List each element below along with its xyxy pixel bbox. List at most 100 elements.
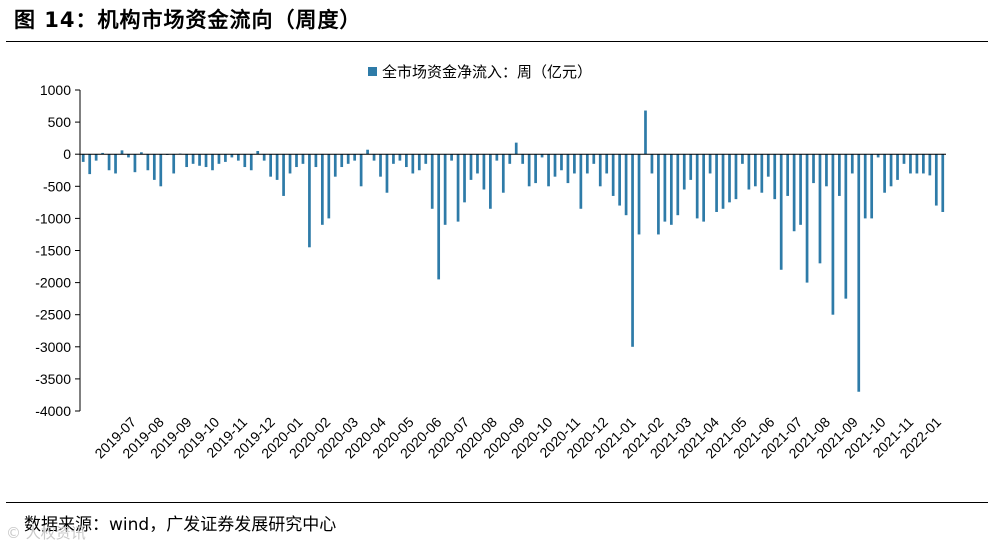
bar bbox=[598, 154, 602, 187]
bar bbox=[663, 154, 667, 222]
bar bbox=[424, 154, 428, 164]
top-rule bbox=[6, 41, 988, 42]
bar bbox=[476, 154, 479, 174]
bar bbox=[922, 154, 925, 174]
bar bbox=[81, 154, 85, 162]
bar bbox=[127, 154, 130, 158]
bottom-rule bbox=[6, 502, 988, 503]
bar bbox=[934, 154, 938, 206]
bar bbox=[579, 154, 583, 209]
bar bbox=[275, 154, 279, 180]
bar bbox=[702, 154, 705, 222]
bar bbox=[611, 154, 615, 196]
bar bbox=[624, 154, 628, 216]
y-tick-label: -2500 bbox=[35, 307, 71, 323]
watermark: © 人权资讯 bbox=[6, 524, 86, 542]
bar bbox=[876, 154, 880, 158]
bar bbox=[430, 154, 434, 209]
bar bbox=[728, 154, 731, 203]
bar bbox=[779, 154, 783, 270]
bar bbox=[405, 154, 408, 168]
bar bbox=[236, 154, 240, 161]
bar bbox=[870, 154, 874, 219]
bar bbox=[191, 154, 195, 164]
bar bbox=[753, 154, 757, 187]
bar bbox=[637, 154, 641, 235]
bar bbox=[489, 154, 492, 209]
y-tick-label: -3000 bbox=[35, 339, 71, 355]
bar bbox=[838, 154, 841, 196]
bar bbox=[747, 154, 751, 190]
bar bbox=[333, 154, 337, 177]
bar bbox=[217, 154, 221, 164]
bar bbox=[760, 154, 764, 193]
bar bbox=[585, 154, 589, 174]
bar bbox=[114, 154, 117, 174]
bar bbox=[553, 154, 557, 177]
bar bbox=[508, 154, 512, 164]
bar bbox=[889, 154, 893, 187]
bar bbox=[120, 150, 124, 155]
bar bbox=[812, 154, 815, 184]
bar bbox=[159, 154, 163, 187]
bar bbox=[708, 154, 712, 174]
bar bbox=[450, 154, 453, 161]
bar bbox=[295, 154, 298, 168]
bar bbox=[844, 154, 848, 299]
bar bbox=[896, 154, 899, 180]
bar bbox=[456, 154, 460, 222]
bar bbox=[534, 154, 537, 184]
legend-label: 全市场资金净流入：周（亿元） bbox=[382, 63, 592, 81]
bar bbox=[734, 154, 738, 200]
bar bbox=[792, 154, 796, 232]
bar bbox=[327, 154, 331, 219]
bar bbox=[398, 154, 402, 161]
y-tick-label: -500 bbox=[43, 178, 71, 194]
bar bbox=[372, 154, 376, 161]
bar bbox=[385, 154, 389, 193]
bar bbox=[185, 154, 188, 168]
bar bbox=[152, 154, 156, 180]
bar bbox=[366, 149, 369, 155]
bar bbox=[314, 154, 318, 168]
bar bbox=[140, 152, 143, 155]
bar bbox=[786, 154, 790, 196]
bar bbox=[198, 154, 201, 166]
bar bbox=[818, 154, 822, 264]
bar bbox=[443, 154, 447, 225]
y-tick-label: -1000 bbox=[35, 210, 71, 226]
bar bbox=[941, 154, 945, 212]
bar bbox=[256, 150, 260, 155]
bar bbox=[605, 154, 609, 174]
bar bbox=[262, 154, 266, 161]
bar bbox=[495, 154, 499, 161]
bar bbox=[657, 154, 660, 235]
bar bbox=[766, 154, 770, 177]
y-tick-label: 0 bbox=[63, 146, 71, 162]
bar bbox=[676, 154, 680, 216]
bar bbox=[669, 154, 673, 225]
bar bbox=[288, 154, 292, 174]
bar bbox=[527, 154, 531, 187]
bar bbox=[566, 154, 570, 184]
bar bbox=[618, 154, 621, 206]
bar bbox=[269, 154, 272, 177]
bar bbox=[243, 154, 247, 168]
bar bbox=[514, 142, 518, 155]
net-inflow-bar-chart: 全市场资金净流入：周（亿元） 1000 500 0 -500 -1000 -1500 -20… bbox=[35, 63, 946, 461]
bar bbox=[689, 154, 693, 180]
bar bbox=[857, 154, 861, 392]
y-tick-label: -4000 bbox=[35, 403, 71, 419]
bar bbox=[592, 154, 596, 164]
bar bbox=[88, 154, 92, 175]
bar bbox=[682, 154, 686, 190]
bar bbox=[359, 154, 363, 187]
bar bbox=[249, 154, 253, 171]
y-tick-label: 500 bbox=[48, 114, 72, 130]
bar bbox=[411, 154, 415, 174]
bar bbox=[902, 154, 906, 164]
bar bbox=[850, 154, 854, 174]
bar bbox=[805, 154, 809, 283]
bar bbox=[721, 154, 725, 209]
y-tick-label: -1500 bbox=[35, 243, 71, 259]
